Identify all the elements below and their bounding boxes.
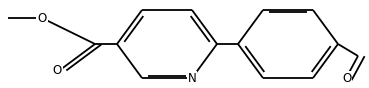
Text: O: O — [342, 72, 351, 85]
Text: N: N — [187, 71, 196, 84]
Text: O: O — [37, 12, 46, 24]
Text: O: O — [52, 64, 62, 76]
